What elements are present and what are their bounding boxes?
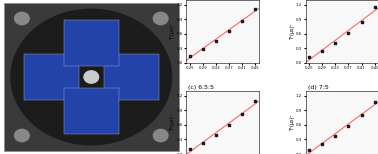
Point: [306, 149, 312, 151]
Point: [253, 8, 259, 10]
Y-axis label: T²(μs)²: T²(μs)²: [290, 114, 294, 131]
Point: [239, 20, 245, 22]
Y-axis label: T²(μs)²: T²(μs)²: [290, 23, 294, 40]
Circle shape: [84, 71, 99, 83]
Point: [213, 40, 219, 42]
Point: [319, 50, 325, 52]
Y-axis label: T²(μs)²: T²(μs)²: [170, 23, 175, 40]
Point: [200, 48, 206, 51]
FancyBboxPatch shape: [104, 54, 159, 100]
Y-axis label: T²(μs)²: T²(μs)²: [170, 114, 175, 131]
FancyBboxPatch shape: [64, 88, 119, 134]
Point: [372, 101, 378, 103]
Point: [253, 100, 259, 102]
Point: [332, 41, 338, 44]
Point: [187, 54, 193, 57]
FancyBboxPatch shape: [64, 20, 119, 66]
Point: [372, 6, 378, 8]
Point: [332, 134, 338, 137]
Point: [226, 124, 232, 126]
Point: [239, 113, 245, 116]
Text: (d) 7:5: (d) 7:5: [308, 85, 328, 90]
Point: [345, 125, 352, 127]
Point: [306, 56, 312, 58]
Circle shape: [153, 129, 168, 142]
Point: [345, 32, 352, 34]
Point: [359, 20, 365, 23]
Circle shape: [11, 9, 172, 145]
FancyBboxPatch shape: [24, 54, 79, 100]
Circle shape: [153, 12, 168, 25]
Point: [319, 143, 325, 146]
Point: [187, 148, 193, 150]
Text: (c) 6.5:5: (c) 6.5:5: [189, 85, 214, 90]
FancyBboxPatch shape: [4, 3, 179, 151]
Circle shape: [15, 129, 29, 142]
Circle shape: [15, 12, 29, 25]
Point: [226, 30, 232, 33]
Point: [359, 114, 365, 117]
Point: [200, 142, 206, 145]
Point: [213, 133, 219, 136]
